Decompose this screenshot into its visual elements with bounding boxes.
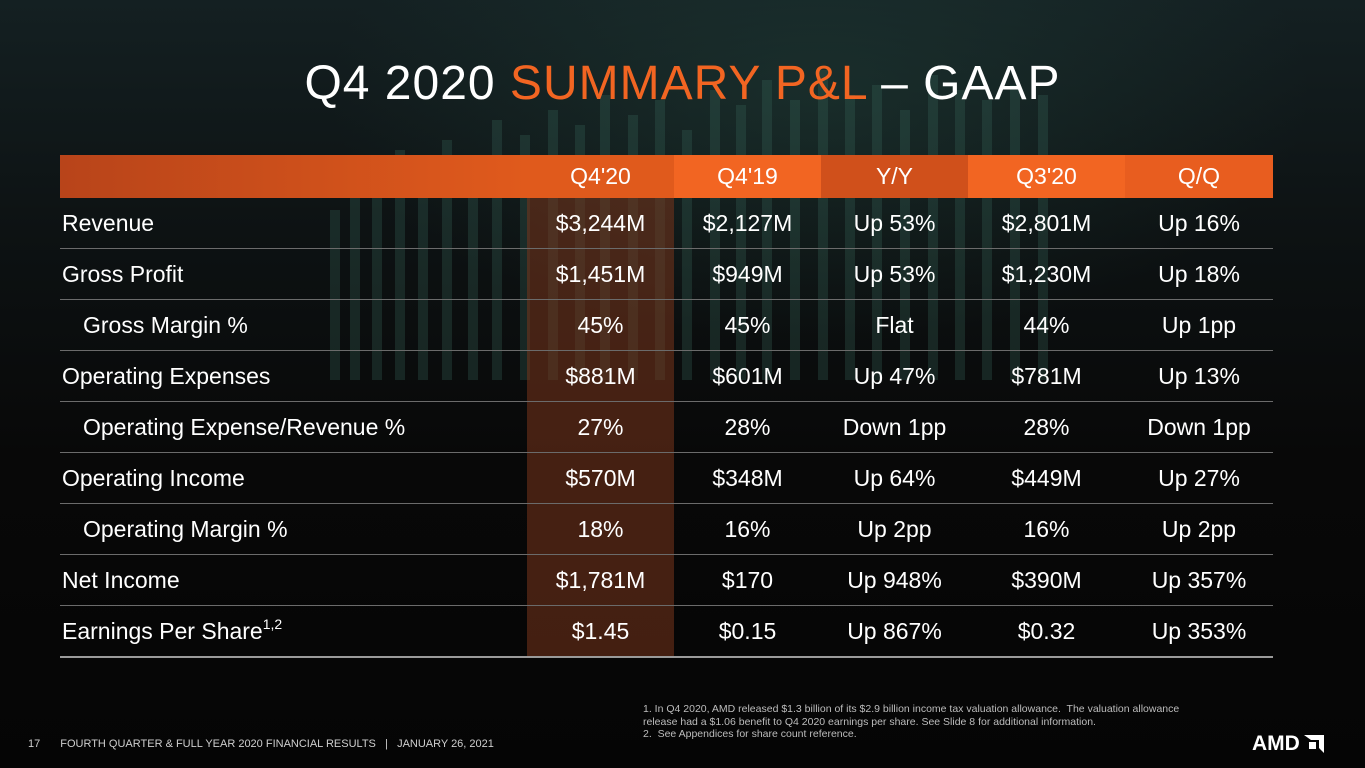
table-cell: Down 1pp	[821, 401, 968, 453]
table-cell: 28%	[968, 401, 1125, 453]
row-label: Operating Margin %	[60, 503, 527, 555]
title-part-2: – GAAP	[866, 57, 1061, 110]
slide-title: Q4 2020 SUMMARY P&L – GAAP	[0, 56, 1365, 111]
row-label: Operating Income	[60, 452, 527, 504]
table-cell: $390M	[968, 554, 1125, 606]
column-header-y-y: Y/Y	[821, 155, 968, 198]
table-cell: 16%	[968, 503, 1125, 555]
table-cell: $949M	[674, 248, 821, 300]
table-cell: Up 357%	[1125, 554, 1273, 606]
table-row: Earnings Per Share1,2 $1.45 $0.15 Up 867% $0…	[60, 605, 1273, 658]
column-header-q4-20: Q4'20	[527, 155, 674, 198]
title-accent: SUMMARY P&L	[509, 57, 867, 110]
row-label: Operating Expenses	[60, 350, 527, 402]
table-cell: $2,127M	[674, 198, 821, 249]
table-row: Gross Profit $1,451M $949M Up 53% $1,230M Up …	[60, 248, 1273, 300]
table-cell: $601M	[674, 350, 821, 402]
table-cell: 18%	[527, 503, 674, 555]
footnote-1: 1. In Q4 2020, AMD released $1.3 billion…	[643, 703, 1183, 728]
row-label: Gross Margin %	[60, 299, 527, 351]
table-cell: Up 353%	[1125, 605, 1273, 658]
footer-text: FOURTH QUARTER & FULL YEAR 2020 FINANCIA…	[60, 738, 494, 750]
table-cell: $1,451M	[527, 248, 674, 300]
table-cell: Up 2pp	[821, 503, 968, 555]
table-row: Net Income $1,781M $170 Up 948% $390M Up 357%	[60, 554, 1273, 606]
table-cell: $449M	[968, 452, 1125, 504]
table-header-row: Q4'20 Q4'19 Y/Y Q3'20 Q/Q	[60, 155, 1273, 198]
table-cell: 16%	[674, 503, 821, 555]
table-cell: $2,801M	[968, 198, 1125, 249]
column-header-q-q: Q/Q	[1125, 155, 1273, 198]
row-label-text: Operating Expense/Revenue %	[83, 413, 406, 440]
slide-footer: 17 FOURTH QUARTER & FULL YEAR 2020 FINANC…	[28, 738, 494, 750]
row-label-text: Operating Income	[62, 464, 245, 491]
table-cell: 44%	[968, 299, 1125, 351]
column-header-q3-20: Q3'20	[968, 155, 1125, 198]
table-cell: $348M	[674, 452, 821, 504]
table-cell: Up 53%	[821, 198, 968, 249]
table-cell: $1,781M	[527, 554, 674, 606]
table-row: Gross Margin % 45% 45% Flat 44% Up 1pp	[60, 299, 1273, 351]
row-label: Revenue	[60, 198, 527, 249]
column-header-label	[60, 155, 527, 198]
table-row: Operating Expense/Revenue % 27% 28% Down 1p…	[60, 401, 1273, 453]
row-label-text: Gross Profit	[62, 260, 184, 287]
table-cell: Up 47%	[821, 350, 968, 402]
page-number: 17	[28, 738, 41, 750]
row-label: Gross Profit	[60, 248, 527, 300]
table-cell: 28%	[674, 401, 821, 453]
title-part-1: Q4 2020	[304, 57, 510, 110]
table-cell: $1,230M	[968, 248, 1125, 300]
table-cell: Down 1pp	[1125, 401, 1273, 453]
row-label-text: Earnings Per Share	[62, 617, 263, 644]
table-cell: Up 867%	[821, 605, 968, 658]
table-cell: $0.15	[674, 605, 821, 658]
row-label-text: Operating Expenses	[62, 362, 271, 389]
table-row: Operating Margin % 18% 16% Up 2pp 16% Up 2pp	[60, 503, 1273, 555]
row-label-text: Operating Margin %	[83, 515, 288, 542]
amd-arrow-icon	[1303, 735, 1324, 753]
table-cell: 27%	[527, 401, 674, 453]
amd-logo: AMD	[1252, 732, 1325, 756]
table-cell: Up 64%	[821, 452, 968, 504]
column-header-q4-19: Q4'19	[674, 155, 821, 198]
table-cell: Flat	[821, 299, 968, 351]
table-cell: $0.32	[968, 605, 1125, 658]
table-cell: Up 2pp	[1125, 503, 1273, 555]
row-label-text: Net Income	[62, 566, 180, 593]
table-body: Revenue $3,244M $2,127M Up 53% $2,801M Up 16%…	[60, 198, 1273, 658]
table-cell: 45%	[527, 299, 674, 351]
table-cell: Up 53%	[821, 248, 968, 300]
row-label: Operating Expense/Revenue %	[60, 401, 527, 453]
table-cell: Up 27%	[1125, 452, 1273, 504]
table-cell: Up 18%	[1125, 248, 1273, 300]
logo-text: AMD	[1252, 732, 1300, 755]
table-cell: $781M	[968, 350, 1125, 402]
row-label: Net Income	[60, 554, 527, 606]
table-row: Operating Expenses $881M $601M Up 47% $781M U…	[60, 350, 1273, 402]
table-row: Operating Income $570M $348M Up 64% $449M Up …	[60, 452, 1273, 504]
table-row: Revenue $3,244M $2,127M Up 53% $2,801M Up 16%	[60, 198, 1273, 249]
table-cell: Up 948%	[821, 554, 968, 606]
table-cell: $1.45	[527, 605, 674, 658]
row-label-text: Revenue	[62, 209, 155, 236]
footnotes: 1. In Q4 2020, AMD released $1.3 billion…	[643, 703, 1203, 741]
table-cell: $3,244M	[527, 198, 674, 249]
footnote-2: 2. See Appendices for share count refere…	[643, 728, 857, 740]
row-label-text: Gross Margin %	[83, 311, 248, 338]
table-cell: $570M	[527, 452, 674, 504]
table-cell: $170	[674, 554, 821, 606]
row-label: Earnings Per Share1,2	[60, 605, 527, 658]
table-cell: $881M	[527, 350, 674, 402]
summary-pl-table: Q4'20 Q4'19 Y/Y Q3'20 Q/Q Revenue $3,244M…	[60, 155, 1273, 658]
table-cell: Up 16%	[1125, 198, 1273, 249]
table-cell: Up 1pp	[1125, 299, 1273, 351]
table-cell: Up 13%	[1125, 350, 1273, 402]
footnote-reference: 1,2	[262, 615, 283, 632]
table-cell: 45%	[674, 299, 821, 351]
